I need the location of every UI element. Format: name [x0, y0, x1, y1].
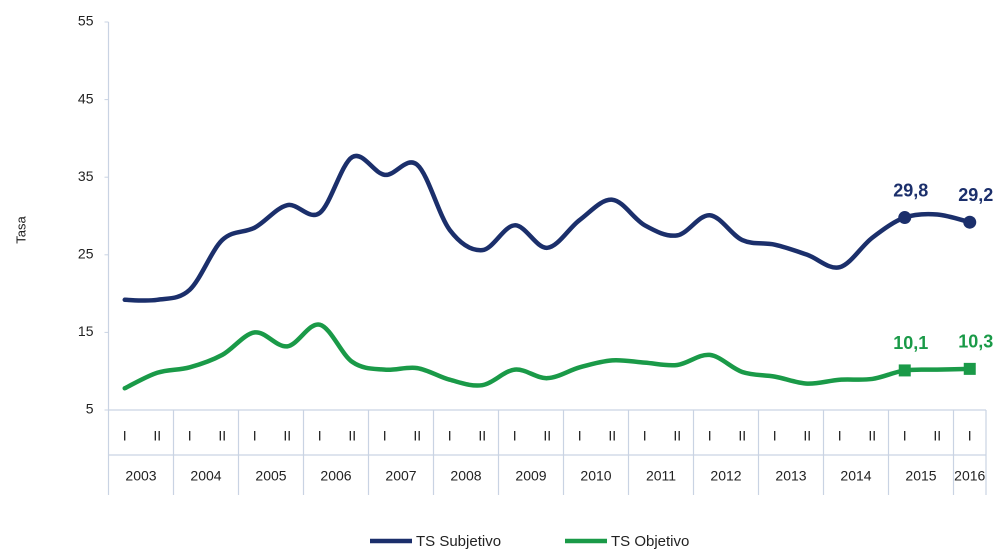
x-tick-label: II — [283, 428, 291, 444]
y-tick-label: 35 — [78, 168, 94, 184]
x-tick-label: II — [933, 428, 941, 444]
x-tick-label: II — [543, 428, 551, 444]
x-tick-label: II — [153, 428, 161, 444]
x-tick-label: II — [608, 428, 616, 444]
y-tick-label: 5 — [86, 401, 94, 417]
y-tick-label: 45 — [78, 90, 94, 106]
x-tick-label: I — [903, 428, 907, 444]
x-tick-label: I — [188, 428, 192, 444]
x-tick-label: I — [318, 428, 322, 444]
year-label: 2013 — [775, 468, 806, 484]
point-marker — [963, 362, 976, 375]
y-tick-label: 15 — [78, 323, 94, 339]
x-tick-label: I — [968, 428, 972, 444]
year-label: 2007 — [385, 468, 416, 484]
x-tick-label: II — [218, 428, 226, 444]
x-tick-label: I — [513, 428, 517, 444]
legend-label: TS Objetivo — [611, 533, 689, 550]
year-label: 2006 — [320, 468, 351, 484]
x-tick-label: I — [838, 428, 842, 444]
x-tick-label: I — [253, 428, 257, 444]
x-tick-label: I — [448, 428, 452, 444]
year-label: 2003 — [125, 468, 156, 484]
year-label: 2012 — [710, 468, 741, 484]
x-tick-label: II — [478, 428, 486, 444]
year-label: 2011 — [646, 468, 676, 484]
x-tick-label: I — [123, 428, 127, 444]
data-label: 29,2 — [958, 185, 993, 205]
x-tick-label: I — [383, 428, 387, 444]
y-tick-label: 55 — [78, 13, 94, 29]
point-marker — [898, 364, 911, 377]
legend-label: TS Subjetivo — [416, 533, 501, 550]
year-label: 2004 — [190, 468, 221, 484]
year-label: 2009 — [515, 468, 546, 484]
series-line — [122, 322, 972, 391]
x-tick-label: I — [708, 428, 712, 444]
x-tick-label: II — [348, 428, 356, 444]
point-marker — [963, 215, 977, 229]
year-label: 2010 — [580, 468, 611, 484]
y-tick-label: 25 — [78, 246, 94, 262]
year-label: 2016 — [954, 468, 985, 484]
year-label: 2014 — [840, 468, 871, 484]
year-label: 2015 — [905, 468, 936, 484]
series-line — [122, 153, 972, 303]
year-label: 2005 — [255, 468, 286, 484]
data-label: 10,3 — [958, 332, 993, 352]
year-label: 2008 — [450, 468, 481, 484]
x-tick-label: II — [413, 428, 421, 444]
x-tick-label: II — [738, 428, 746, 444]
x-tick-label: II — [673, 428, 681, 444]
data-label: 10,1 — [893, 333, 928, 353]
point-marker — [898, 211, 912, 225]
data-label: 29,8 — [893, 180, 928, 200]
y-axis-label: Tasa — [13, 216, 28, 244]
x-tick-label: II — [803, 428, 811, 444]
x-tick-label: I — [773, 428, 777, 444]
x-tick-label: I — [578, 428, 582, 444]
x-tick-label: I — [643, 428, 647, 444]
x-tick-label: II — [868, 428, 876, 444]
